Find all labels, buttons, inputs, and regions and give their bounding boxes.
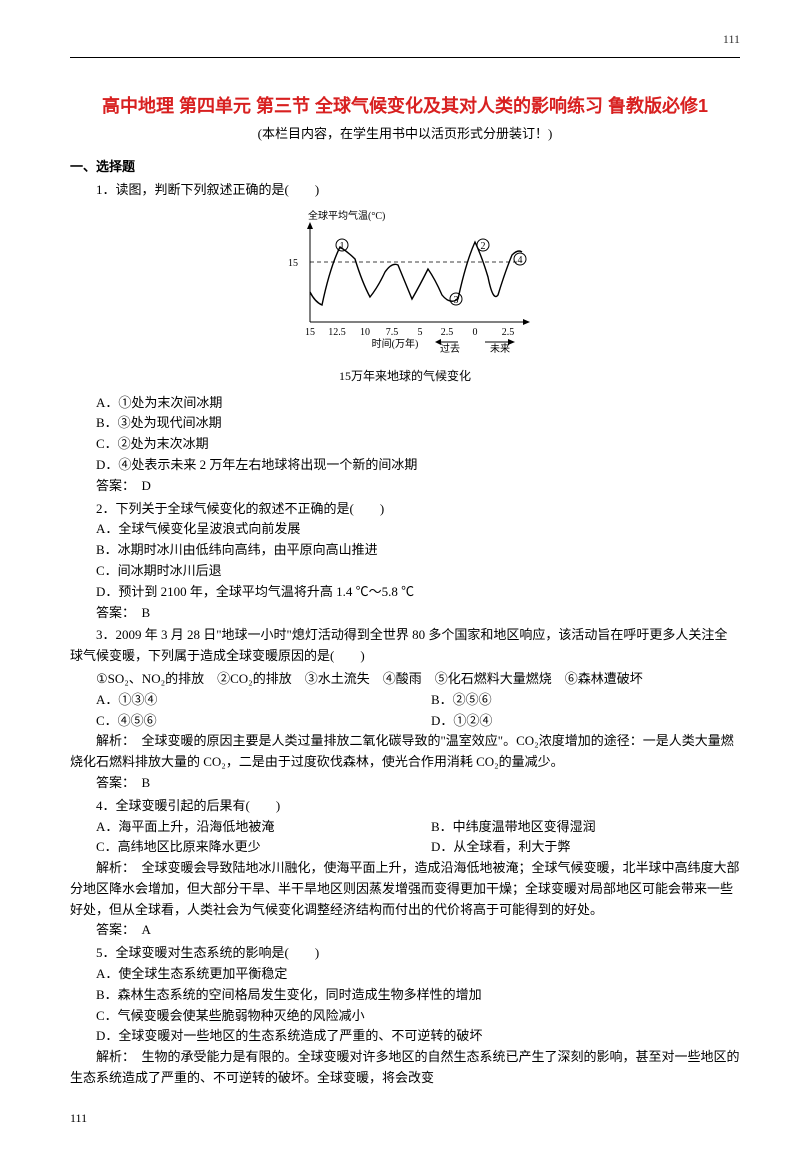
q4-stem: 4．全球变暖引起的后果有( ) [70, 796, 740, 817]
page-number-bottom: 111 [70, 1109, 740, 1128]
document-subtitle: (本栏目内容，在学生用书中以活页形式分册装订！) [70, 124, 740, 145]
page-number-top: 111 [70, 30, 740, 49]
marker-4: 4 [514, 253, 526, 266]
svg-text:5: 5 [418, 327, 423, 338]
x-axis-title: 时间(万年) [372, 337, 419, 350]
q3-answer: 答案： B [70, 773, 740, 794]
q4-explanation: 解析： 全球变暖会导致陆地冰川融化，使海平面上升，造成沿海低地被淹；全球气候变暖… [70, 858, 740, 920]
document-title: 高中地理 第四单元 第三节 全球气候变化及其对人类的影响练习 鲁教版必修1 [70, 93, 740, 120]
q5-opt-b: B．森林生态系统的空间格局发生变化，同时造成生物多样性的增加 [70, 985, 740, 1006]
q2-stem: 2．下列关于全球气候变化的叙述不正确的是( ) [70, 499, 740, 520]
marker-3: 3 [450, 293, 462, 306]
q5-opt-d: D．全球变暖对一些地区的生态系统造成了严重的、不可逆转的破坏 [70, 1026, 740, 1047]
svg-text:4: 4 [518, 255, 523, 266]
past-label: 过去 [440, 342, 460, 355]
q1-opt-c: C．②处为末次冰期 [70, 434, 740, 455]
svg-text:1: 1 [340, 241, 345, 252]
q3-opt-b: B．②⑤⑥ [405, 690, 740, 711]
q1-answer: 答案： D [70, 476, 740, 497]
q5-opt-a: A．使全球生态系统更加平衡稳定 [70, 964, 740, 985]
q2-answer: 答案： B [70, 603, 740, 624]
svg-text:2.5: 2.5 [502, 327, 515, 338]
q4-opt-c: C．高纬地区比原来降水更少 [70, 837, 405, 858]
q2-opt-d: D．预计到 2100 年，全球平均气温将升高 1.4 ℃～5.8 ℃ [70, 582, 740, 603]
q4-opt-a: A．海平面上升，沿海低地被淹 [70, 817, 405, 838]
q4-opt-d: D．从全球看，利大于弊 [405, 837, 740, 858]
q3-items: ①SO₂、NO₂的排放 ②CO₂的排放 ③水土流失 ④酸雨 ⑤化石燃料大量燃烧 … [70, 669, 740, 690]
q4-opt-b: B．中纬度温带地区变得湿润 [405, 817, 740, 838]
q1-stem: 1．读图，判断下列叙述正确的是( ) [70, 180, 740, 201]
header-rule [70, 57, 740, 58]
q2-opt-a: A．全球气候变化呈波浪式向前发展 [70, 519, 740, 540]
svg-text:7.5: 7.5 [386, 327, 399, 338]
q3-explanation: 解析： 全球变暖的原因主要是人类过量排放二氧化碳导致的"温室效应"。CO₂浓度增… [70, 731, 740, 773]
svg-text:3: 3 [454, 295, 459, 306]
x-ticks: 15 12.5 10 7.5 5 2.5 0 2.5 [305, 327, 514, 338]
future-label: 未来 [490, 343, 510, 355]
q4-answer: 答案： A [70, 920, 740, 941]
svg-text:0: 0 [473, 327, 478, 338]
y-tick-15: 15 [288, 258, 298, 269]
q1-opt-d: D．④处表示未来 2 万年左右地球将出现一个新的间冰期 [70, 455, 740, 476]
q5-opt-c: C．气候变暖会使某些脆弱物种灭绝的风险减小 [70, 1006, 740, 1027]
svg-text:2.5: 2.5 [441, 327, 454, 338]
q2-opt-c: C．间冰期时冰川后退 [70, 561, 740, 582]
q3-opt-a: A．①③④ [70, 690, 405, 711]
svg-text:10: 10 [360, 327, 370, 338]
q1-opt-a: A．①处为末次间冰期 [70, 393, 740, 414]
q3-stem: 3．2009 年 3 月 28 日"地球一小时"熄灯活动得到全世界 80 多个国… [70, 625, 740, 667]
q5-explanation: 解析： 生物的承受能力是有限的。全球变暖对许多地区的自然生态系统已产生了深刻的影… [70, 1047, 740, 1089]
svg-text:2: 2 [481, 241, 486, 252]
section-heading: 一、选择题 [70, 157, 740, 178]
q1-opt-b: B．③处为现代间冰期 [70, 413, 740, 434]
q5-stem: 5．全球变暖对生态系统的影响是( ) [70, 943, 740, 964]
svg-text:15: 15 [305, 327, 315, 338]
y-axis-title: 全球平均气温(°C) [308, 209, 385, 222]
svg-text:12.5: 12.5 [328, 327, 346, 338]
q1-chart-caption: 15万年来地球的气候变化 [70, 367, 740, 386]
q3-opt-c: C．④⑤⑥ [70, 711, 405, 732]
q1-chart: 全球平均气温(°C) 15 15 12.5 10 7.5 5 2.5 0 2.5… [70, 207, 740, 364]
q3-opt-d: D．①②④ [405, 711, 740, 732]
q2-opt-b: B．冰期时冰川由低纬向高纬，由平原向高山推进 [70, 540, 740, 561]
